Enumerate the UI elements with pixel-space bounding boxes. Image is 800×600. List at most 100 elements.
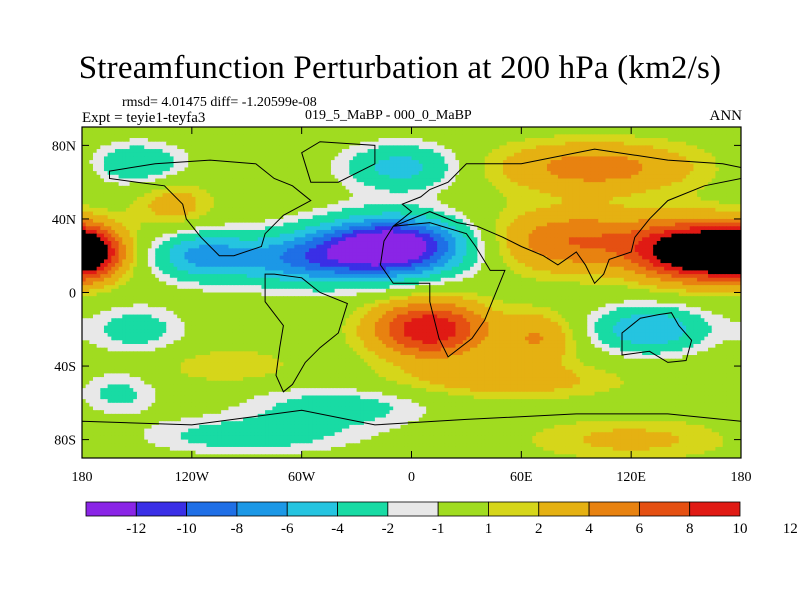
field-cell (422, 130, 427, 135)
field-cell (466, 145, 471, 150)
field-cell (382, 207, 387, 213)
field-cell (400, 218, 405, 224)
field-cell (726, 185, 731, 191)
field-cell (290, 174, 295, 180)
field-cell (631, 145, 636, 150)
field-cell (634, 141, 640, 146)
field-cell (411, 218, 416, 224)
field-cell (678, 145, 684, 150)
field-cell (568, 145, 574, 150)
field-cell (444, 163, 449, 169)
field-cell (367, 185, 372, 191)
field-cell (627, 215, 632, 220)
field-cell (590, 218, 596, 224)
field-cell (232, 222, 237, 227)
field-cell (367, 200, 372, 205)
field-cell (532, 193, 537, 198)
field-cell (345, 152, 350, 158)
field-cell (451, 134, 457, 139)
field-cell (429, 167, 435, 172)
field-cell (202, 127, 208, 132)
field-cell (667, 171, 673, 176)
field-cell (488, 127, 493, 132)
field-cell (246, 171, 252, 176)
field-cell (620, 193, 625, 198)
field-cell (312, 211, 317, 216)
field-cell (378, 156, 383, 161)
field-cell (576, 189, 581, 194)
field-cell (503, 130, 508, 135)
field-cell (726, 160, 731, 165)
field-cell (645, 189, 651, 194)
field-cell (122, 130, 127, 135)
field-cell (565, 145, 570, 150)
field-cell (158, 138, 164, 143)
field-cell (144, 130, 149, 135)
field-cell (660, 196, 665, 202)
field-cell (217, 211, 222, 216)
field-cell (184, 185, 189, 191)
field-cell (206, 174, 211, 180)
field-cell (546, 215, 552, 220)
field-cell (235, 185, 241, 191)
field-cell (184, 149, 189, 154)
field-cell (535, 149, 541, 154)
field-cell (609, 222, 614, 227)
field-cell (722, 193, 727, 198)
field-cell (565, 207, 570, 213)
field-cell (462, 196, 468, 202)
field-cell (686, 145, 691, 150)
field-cell (565, 171, 570, 176)
field-cell (184, 204, 189, 209)
field-cell (576, 171, 581, 176)
field-cell (246, 185, 252, 191)
field-cell (257, 167, 262, 172)
field-cell (411, 138, 416, 143)
field-cell (180, 207, 186, 213)
field-cell (85, 215, 90, 220)
field-cell (122, 189, 127, 194)
field-cell (298, 193, 303, 198)
field-cell (697, 178, 702, 183)
field-cell (210, 163, 215, 169)
field-cell (426, 127, 431, 132)
field-cell (627, 171, 632, 176)
field-cell (378, 167, 383, 172)
field-cell (82, 193, 87, 198)
field-cell (272, 185, 277, 191)
field-cell (524, 189, 530, 194)
field-cell (730, 218, 735, 224)
field-cell (682, 193, 687, 198)
field-cell (173, 207, 178, 213)
field-cell (122, 196, 127, 202)
field-cell (352, 189, 358, 194)
field-cell (715, 185, 720, 191)
field-cell (210, 200, 215, 205)
field-cell (298, 167, 303, 172)
field-cell (481, 189, 486, 194)
field-cell (140, 138, 145, 143)
field-cell (579, 127, 585, 132)
field-cell (587, 160, 592, 165)
field-cell (356, 200, 361, 205)
field-cell (147, 207, 153, 213)
field-cell (107, 226, 112, 231)
field-cell (151, 149, 156, 154)
field-cell (448, 145, 453, 150)
field-cell (609, 207, 614, 213)
field-cell (371, 185, 376, 191)
field-cell (396, 171, 402, 176)
field-cell (594, 196, 599, 202)
field-cell (100, 145, 105, 150)
field-cell (605, 163, 610, 169)
field-cell (678, 127, 684, 132)
field-cell (645, 204, 651, 209)
field-cell (462, 171, 468, 176)
field-cell (352, 185, 358, 191)
field-cell (587, 149, 592, 154)
field-cell (704, 167, 709, 172)
field-cell (195, 130, 200, 135)
field-cell (510, 193, 515, 198)
field-cell (85, 211, 90, 216)
field-cell (737, 178, 741, 183)
